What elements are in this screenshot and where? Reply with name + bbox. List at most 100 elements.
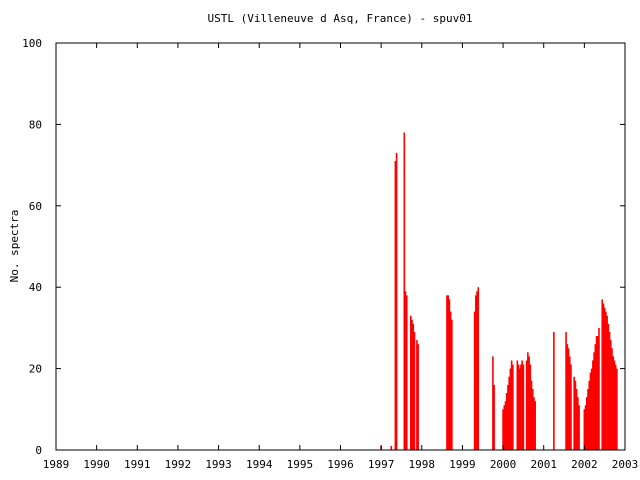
x-tick-label: 1993: [205, 458, 232, 471]
bar: [505, 393, 508, 450]
bar: [602, 303, 605, 450]
bar: [575, 388, 578, 450]
bar: [473, 311, 476, 450]
plot-frame: [55, 42, 626, 451]
bar: [616, 368, 618, 450]
bar: [565, 331, 567, 450]
x-tick-label: 1995: [287, 458, 314, 471]
y-tick-label: 80: [29, 118, 42, 131]
bar: [590, 368, 593, 450]
bar: [595, 336, 598, 450]
bar: [528, 356, 530, 450]
bar: [476, 291, 478, 450]
x-tick-label: 1989: [43, 458, 70, 471]
bar: [612, 356, 615, 450]
bar: [510, 360, 513, 450]
bar: [492, 356, 494, 450]
bar: [586, 397, 588, 450]
bar: [446, 295, 448, 450]
bar: [594, 344, 597, 450]
x-tick-label: 2001: [530, 458, 557, 471]
bar: [527, 352, 529, 450]
bar: [410, 315, 412, 450]
bar: [578, 405, 580, 450]
bar: [608, 331, 611, 450]
bar: [583, 409, 586, 450]
bar: [614, 364, 617, 450]
bar: [553, 331, 555, 450]
bar: [394, 161, 397, 450]
bar: [507, 384, 509, 450]
bar: [416, 340, 418, 450]
bar: [611, 348, 613, 450]
bar: [390, 445, 393, 450]
bar: [395, 152, 398, 450]
x-tick-label: 2002: [571, 458, 598, 471]
bar: [566, 344, 569, 450]
bar: [592, 360, 594, 450]
bars-group: [380, 132, 618, 451]
bar: [534, 401, 536, 450]
bar: [516, 360, 519, 450]
bar: [567, 348, 570, 450]
bar: [574, 380, 577, 450]
bar: [584, 405, 587, 450]
bar: [598, 327, 600, 450]
y-axis: 0 20 40 60 80 100: [22, 37, 625, 457]
x-tick-label: 1996: [327, 458, 354, 471]
bar: [568, 356, 571, 450]
x-tick-label: 2000: [490, 458, 517, 471]
bar: [451, 319, 453, 450]
y-axis-label: No. spectra: [8, 210, 21, 283]
bar: [475, 295, 477, 450]
bar: [504, 401, 507, 450]
bar: [603, 307, 606, 450]
x-tick-label: 2003: [612, 458, 639, 471]
bar: [530, 380, 533, 450]
bar: [518, 368, 521, 450]
bar: [503, 405, 506, 450]
bar: [613, 360, 616, 450]
bar: [412, 323, 415, 450]
bar: [531, 388, 534, 450]
bar: [587, 388, 589, 450]
x-tick-label: 1991: [124, 458, 151, 471]
bar: [447, 295, 449, 450]
x-tick-label: 1997: [368, 458, 395, 471]
y-tick-label: 0: [35, 444, 42, 457]
x-tick-label: 1999: [449, 458, 476, 471]
y-tick-label: 60: [29, 200, 42, 213]
bar: [509, 368, 512, 450]
bar: [403, 132, 406, 451]
bar: [521, 360, 523, 450]
bar: [404, 291, 407, 450]
bar: [520, 364, 522, 450]
x-tick-label: 1992: [165, 458, 192, 471]
chart-title: USTL (Villeneuve d Asq, France) - spuv01: [208, 12, 473, 25]
bar: [411, 319, 413, 450]
bar: [588, 380, 591, 450]
bar: [589, 372, 592, 450]
bar: [413, 331, 416, 450]
bar: [596, 336, 599, 450]
bar: [606, 315, 608, 450]
bar: [570, 364, 572, 450]
bar: [508, 376, 510, 450]
y-tick-label: 40: [29, 281, 42, 294]
bar: [573, 376, 575, 450]
bar: [522, 364, 525, 450]
bar: [512, 364, 514, 450]
bar: [607, 323, 610, 450]
bar: [605, 311, 607, 450]
y-tick-label: 100: [22, 37, 42, 50]
bar: [477, 287, 480, 450]
bar: [593, 352, 595, 450]
x-axis: 1989 1990 1991 1992 1993 1994 1995 1996 1997 1998…: [43, 43, 639, 471]
bar: [601, 299, 604, 450]
x-tick-label: 1994: [246, 458, 273, 471]
bar: [533, 397, 535, 450]
bar: [417, 344, 419, 450]
y-tick-label: 20: [29, 363, 42, 376]
bar: [449, 311, 452, 450]
